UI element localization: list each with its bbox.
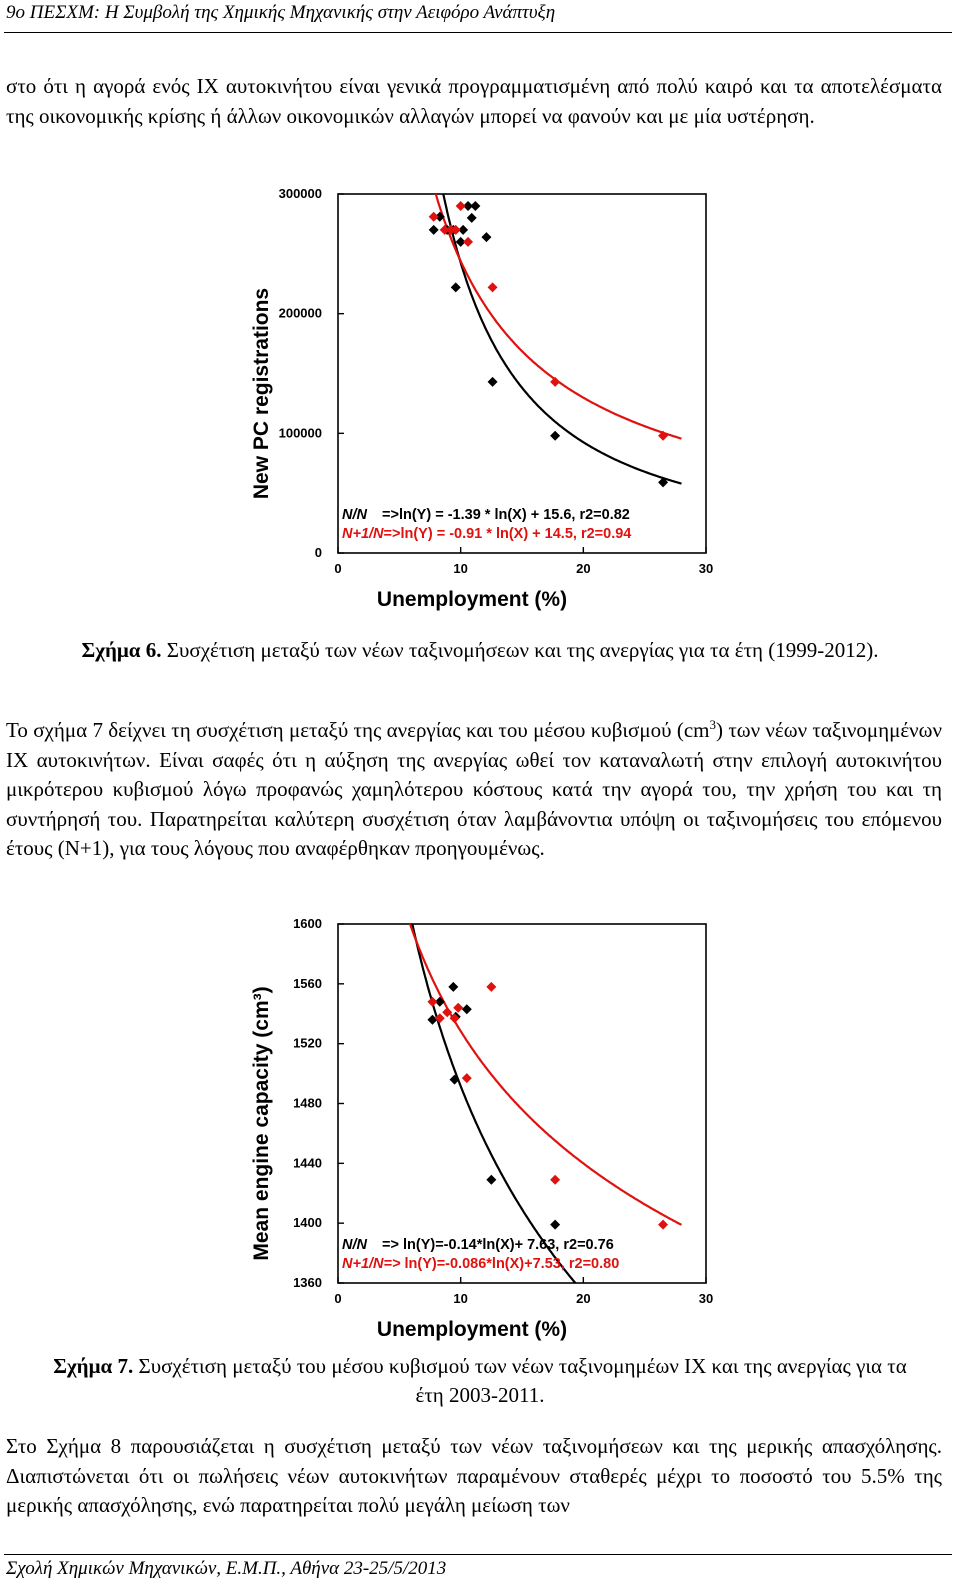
data-point-n xyxy=(427,1014,438,1025)
y-tick-label: 1520 xyxy=(293,1036,322,1051)
data-point-n-plus-1 xyxy=(487,282,498,293)
x-tick-label: 0 xyxy=(334,561,341,576)
paragraph-2-part-2: ) των νέων ταξινομημένων ΙΧ αυτοκινήτων.… xyxy=(6,718,942,860)
y-tick-label: 1600 xyxy=(293,916,322,931)
data-point-n xyxy=(434,996,445,1007)
equation-series-label: N/N xyxy=(342,507,368,523)
data-point-n xyxy=(428,224,439,235)
data-point-n xyxy=(434,211,445,222)
fit-equation: N+1/N=>ln(Y) = -0.91 * ln(X) + 14.5, r2=… xyxy=(342,526,631,542)
paragraph-2: Το σχήμα 7 δείχνει τη συσχέτιση μεταξύ τ… xyxy=(6,716,942,864)
plot-frame xyxy=(337,923,707,1284)
data-point-n-plus-1 xyxy=(658,430,669,441)
equation-series-label: N+1/N=> xyxy=(342,1256,401,1272)
data-point-n-plus-1 xyxy=(463,236,474,247)
y-tick-label: 1400 xyxy=(293,1215,322,1230)
data-point-n xyxy=(658,477,669,488)
equation-formula: =>ln(Y) = -0.91 * ln(X) + 14.5, r2=0.94 xyxy=(384,526,632,542)
figure-6-chart: 0 10 20 30 0 100000 200000 300000 Unemployment (… xyxy=(250,186,713,611)
plot-frame xyxy=(337,193,707,554)
y-tick-label: 1440 xyxy=(293,1155,322,1170)
figure-6-caption-text: Συσχέτιση μεταξύ των νέων ταξινομήσεων κ… xyxy=(166,638,879,662)
figure-7-chart: 0 10 20 30 1360 1400 1440 1480 1520 1560 1600 Unemp… xyxy=(250,916,713,1341)
data-point-n-plus-1 xyxy=(455,200,466,211)
superscript-3: 3 xyxy=(709,717,717,732)
figure-7-caption: Σχήμα 7. Συσχέτιση μεταξύ του μέσου κυβι… xyxy=(40,1352,920,1410)
x-tick-label: 10 xyxy=(453,1291,467,1306)
header-divider xyxy=(4,32,952,33)
fit-equation: N/N =>ln(Y) = -1.39 * ln(X) + 15.6, r2=0… xyxy=(342,507,630,523)
data-point-n xyxy=(487,376,498,387)
fit-equation: N/N => ln(Y)=-0.14*ln(X)+ 7.63, r2=0.76 xyxy=(342,1237,614,1253)
equation-series-label: N+1/N xyxy=(342,526,384,542)
y-axis-label: New PC registrations xyxy=(250,288,273,499)
data-point-n-plus-1 xyxy=(428,211,439,222)
x-tick-label: 30 xyxy=(699,1291,713,1306)
data-point-n xyxy=(550,1219,561,1230)
equation-series-label: N/N xyxy=(342,1237,368,1253)
y-tick-label: 300000 xyxy=(279,186,322,201)
y-tick-label: 100000 xyxy=(279,425,322,440)
y-axis-label: Mean engine capacity (cm³) xyxy=(250,986,273,1260)
x-axis-label: Unemployment (%) xyxy=(377,588,567,611)
data-point-n-plus-1 xyxy=(449,1013,460,1024)
data-point-n-plus-1 xyxy=(439,224,450,235)
data-point-n-plus-1 xyxy=(486,981,497,992)
figure-6-label: Σχήμα 6. xyxy=(81,638,162,662)
data-point-n-plus-1 xyxy=(434,1013,445,1024)
paragraph-2-part-1: Το σχήμα 7 δείχνει τη συσχέτιση μεταξύ τ… xyxy=(6,718,710,742)
data-point-n xyxy=(448,981,459,992)
data-point-n xyxy=(481,232,492,243)
equation-formula: ln(Y)=-0.086*ln(X)+7.53, r2=0.80 xyxy=(400,1256,619,1272)
footer-divider xyxy=(4,1554,952,1555)
data-point-n-plus-1 xyxy=(427,996,438,1007)
fit-curve-n xyxy=(411,924,577,1283)
data-point-n xyxy=(486,1174,497,1185)
page-footer: Σχολή Χημικών Μηχανικών, Ε.Μ.Π., Αθήνα 2… xyxy=(6,1558,447,1579)
x-tick-label: 30 xyxy=(699,561,713,576)
data-point-n-plus-1 xyxy=(550,376,561,387)
figure-7-label: Σχήμα 7. xyxy=(53,1354,134,1378)
data-point-n xyxy=(455,236,466,247)
data-point-n xyxy=(450,282,461,293)
equation-formula: =>ln(Y) = -1.39 * ln(X) + 15.6, r2=0.82 xyxy=(378,507,630,523)
y-tick-label: 0 xyxy=(315,545,322,560)
data-point-n-plus-1 xyxy=(453,1002,464,1013)
data-point-n xyxy=(461,1004,472,1015)
figure-7-caption-text: Συσχέτιση μεταξύ του μέσου κυβισμού των … xyxy=(138,1354,907,1407)
x-tick-label: 20 xyxy=(576,1291,590,1306)
y-tick-label: 200000 xyxy=(279,306,322,321)
data-point-n-plus-1 xyxy=(450,224,461,235)
data-point-n xyxy=(463,200,474,211)
fit-equation: N+1/N=> ln(Y)=-0.086*ln(X)+7.53, r2=0.80 xyxy=(342,1256,619,1272)
page-header: 9ο ΠΕΣΧΜ: Η Συμβολή της Χημικής Μηχανική… xyxy=(6,2,556,23)
data-point-n xyxy=(449,1074,460,1085)
fit-curve-n xyxy=(442,194,682,485)
data-point-n-plus-1 xyxy=(442,1007,453,1018)
equation-formula: => ln(Y)=-0.14*ln(X)+ 7.63, r2=0.76 xyxy=(378,1237,614,1253)
paragraph-1: στο ότι η αγορά ενός ΙΧ αυτοκινήτου είνα… xyxy=(6,74,942,128)
data-point-n-plus-1 xyxy=(550,1174,561,1185)
data-point-n xyxy=(470,200,481,211)
x-tick-label: 10 xyxy=(453,561,467,576)
x-tick-label: 0 xyxy=(334,1291,341,1306)
figure-6-caption: Σχήμα 6. Συσχέτιση μεταξύ των νέων ταξιν… xyxy=(40,636,920,665)
x-tick-label: 20 xyxy=(576,561,590,576)
data-point-n-plus-1 xyxy=(461,1073,472,1084)
data-point-n-plus-1 xyxy=(658,1219,669,1230)
x-axis-label: Unemployment (%) xyxy=(377,1318,567,1341)
fit-curve-n-plus-1 xyxy=(408,924,682,1226)
data-point-n xyxy=(550,430,561,441)
y-tick-label: 1560 xyxy=(293,976,322,991)
data-point-n xyxy=(466,212,477,223)
paragraph-3: Στο Σχήμα 8 παρουσιάζεται η συσχέτιση με… xyxy=(6,1434,942,1517)
y-tick-label: 1480 xyxy=(293,1096,322,1111)
y-tick-label: 1360 xyxy=(293,1275,322,1290)
data-point-n xyxy=(458,224,469,235)
